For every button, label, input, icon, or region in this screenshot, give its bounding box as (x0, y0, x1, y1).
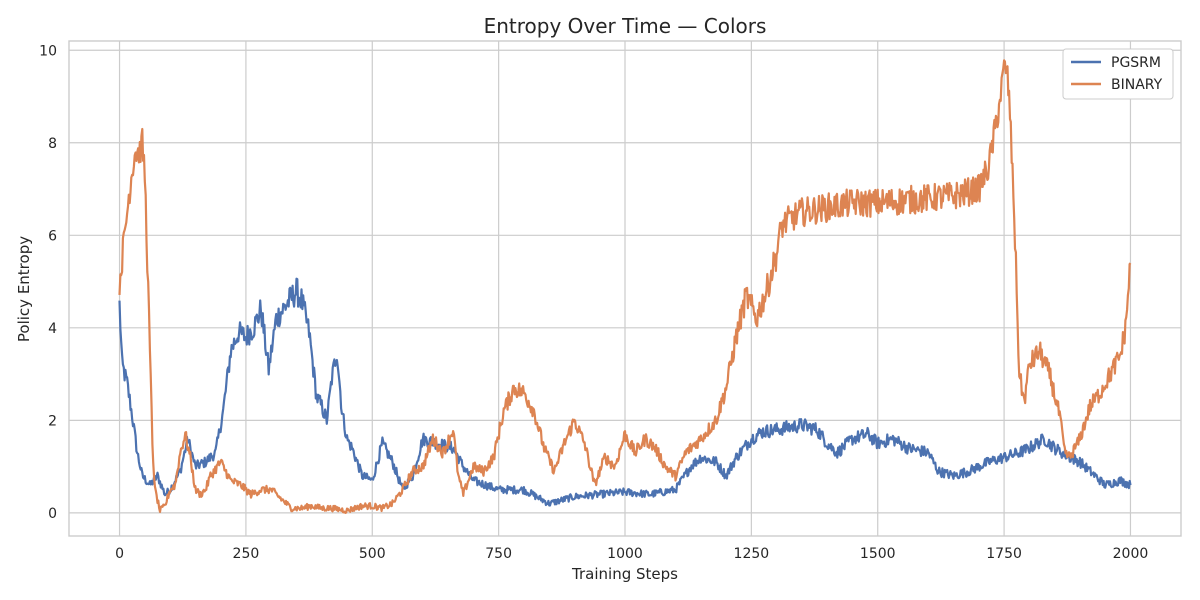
x-tick-label: 1250 (734, 546, 770, 562)
y-axis-label: Policy Entropy (15, 236, 33, 342)
y-tick-label: 0 (48, 506, 57, 522)
legend-label-pgsrm: PGSRM (1111, 55, 1161, 71)
legend: PGSRM BINARY (1062, 48, 1174, 100)
y-tick-label: 2 (48, 413, 57, 429)
y-tick-label: 8 (48, 136, 57, 152)
series-lines (118, 59, 1132, 514)
y-tick-label: 4 (48, 321, 57, 337)
series-line-pgsrm (118, 277, 1132, 507)
plot-frame (68, 40, 1182, 537)
series-line-binary (118, 59, 1132, 514)
x-tick-label: 1750 (986, 546, 1022, 562)
x-tick-label: 1500 (860, 546, 896, 562)
legend-label-binary: BINARY (1111, 77, 1163, 93)
tick-labels: 0 250 500 750 1000 1250 1500 1750 2000 0 2 4 6 8 10 (39, 43, 1148, 562)
x-tick-label: 750 (485, 546, 512, 562)
y-tick-label: 6 (48, 228, 57, 244)
x-tick-label: 2000 (1113, 546, 1149, 562)
x-tick-label: 1000 (607, 546, 643, 562)
x-tick-label: 250 (233, 546, 260, 562)
chart-title: Entropy Over Time — Colors (484, 14, 767, 38)
x-axis-label: Training Steps (571, 565, 678, 583)
y-tick-label: 10 (39, 43, 57, 59)
x-tick-label: 500 (359, 546, 386, 562)
x-tick-label: 0 (115, 546, 124, 562)
